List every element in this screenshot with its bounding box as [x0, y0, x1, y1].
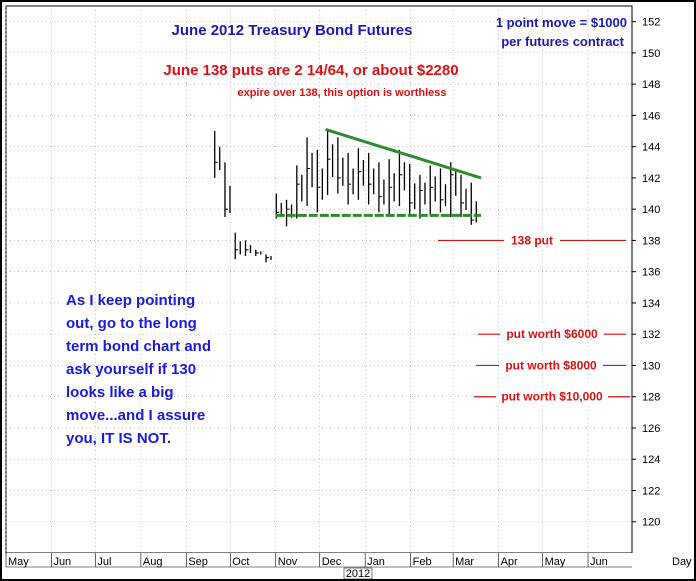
- y-axis-panel: [632, 6, 690, 553]
- point-move-note-line1: 1 point move = $1000: [496, 15, 627, 30]
- y-tick-label: 146: [642, 110, 660, 122]
- commentary-line: looks like a big: [66, 384, 174, 401]
- chart-subtitle: June 138 puts are 2 14/64, or about $228…: [163, 62, 458, 79]
- commentary-block: As I keep pointing out, go to the long t…: [66, 292, 211, 447]
- y-tick-label: 130: [642, 360, 660, 372]
- commentary-line: out, go to the long: [66, 315, 197, 332]
- x-tick-label: Nov: [278, 556, 298, 568]
- put-level-label: put worth $8000: [505, 358, 597, 372]
- y-tick-label: 120: [642, 517, 660, 529]
- year-label: 2012: [346, 568, 370, 580]
- y-tick-label: 126: [642, 423, 660, 435]
- commentary-line: move...and I assure: [66, 407, 205, 424]
- y-tick-label: 138: [642, 235, 660, 247]
- put-level-label: put worth $6000: [506, 327, 598, 341]
- y-tick-label: 128: [642, 392, 660, 404]
- chart-title: June 2012 Treasury Bond Futures: [172, 22, 413, 39]
- x-tick-label: Jun: [53, 556, 71, 568]
- y-tick-label: 134: [642, 298, 660, 310]
- y-tick-label: 136: [642, 267, 660, 279]
- x-axis-ticks: May Jun Jul Aug Sep Oct Nov Dec Jan Feb Mar Apr May J…: [5, 553, 692, 568]
- grid-lines: [5, 6, 632, 553]
- trendlines: [275, 128, 482, 217]
- trendline: [325, 128, 482, 180]
- y-tick-label: 148: [642, 79, 660, 91]
- y-tick-label: 144: [642, 142, 660, 154]
- commentary-line: As I keep pointing: [66, 292, 195, 309]
- plot-area: [5, 5, 633, 554]
- y-axis-ticks: 120 122 124 126 128 130 132 134 136 138 140 142 144 1…: [632, 17, 660, 529]
- y-tick-label: 142: [642, 173, 660, 185]
- y-tick-label: 150: [642, 48, 660, 60]
- x-tick-label: Sep: [188, 556, 208, 568]
- y-tick-label: 122: [642, 485, 660, 497]
- x-tick-label: Aug: [143, 556, 163, 568]
- x-tick-label: Jan: [367, 556, 385, 568]
- put-level-lines: 138 put put worth $6000 put worth $8000 put…: [438, 232, 630, 404]
- commentary-line: term bond chart and: [66, 338, 211, 355]
- x-tick-label: Jun: [590, 556, 608, 568]
- point-move-note-line2: per futures contract: [501, 34, 624, 49]
- x-tick-label: Oct: [232, 556, 249, 568]
- y-tick-label: 140: [642, 204, 660, 216]
- y-tick-label: 132: [642, 329, 660, 341]
- x-tick-label: Feb: [413, 556, 432, 568]
- y-tick-label: 124: [642, 454, 660, 466]
- x-tick-label: Apr: [501, 556, 518, 568]
- put-level-label: 138 put: [511, 233, 553, 247]
- commentary-line: ask yourself if 130: [66, 361, 196, 378]
- put-level-label-bg: [504, 232, 560, 248]
- price-bars: [214, 129, 477, 263]
- put-level-label-bg: [499, 357, 603, 373]
- commentary-line: you, IT IS NOT.: [66, 430, 171, 447]
- x-tick-label: May: [545, 556, 566, 568]
- x-tick-label: May: [8, 556, 29, 568]
- put-level-label-bg: [496, 388, 608, 404]
- put-level-label-bg: [500, 326, 604, 342]
- y-tick-label: 152: [642, 17, 660, 29]
- put-level-label: put worth $10,000: [501, 390, 603, 404]
- x-tick-label: Day: [672, 556, 692, 568]
- x-tick-label: Dec: [322, 556, 342, 568]
- x-tick-label: Mar: [455, 556, 474, 568]
- x-tick-label: Jul: [97, 556, 111, 568]
- expire-note: expire over 138, this option is worthles…: [237, 87, 446, 99]
- year-label-box: [343, 567, 373, 580]
